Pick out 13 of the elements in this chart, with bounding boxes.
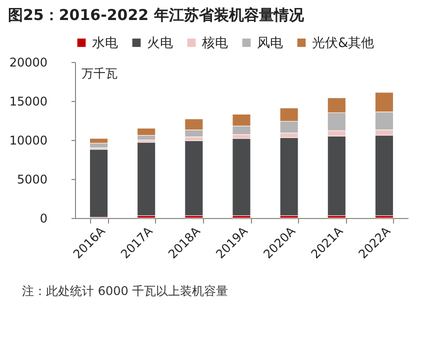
y-axis-title: 万千瓦 — [82, 66, 118, 80]
legend-label: 水电 — [92, 36, 118, 51]
text: 注：此处统计 6000 千瓦以上装机容量 — [22, 283, 230, 300]
legend-label: 风电 — [257, 36, 283, 51]
y-tick-label: 20000 — [9, 56, 48, 70]
legend-label: 火电 — [147, 36, 173, 51]
y-tick-label: 0 — [40, 212, 48, 226]
legend-label: 光伏&其他 — [312, 36, 374, 51]
y-tick-label: 15000 — [9, 94, 48, 108]
y-tick-label: 5000 — [16, 172, 48, 186]
y-tick-label: 10000 — [9, 134, 48, 148]
chart-title: 图25：2016-2022 年江苏省装机容量情况 — [7, 5, 305, 26]
legend-label: 核电 — [201, 36, 228, 51]
